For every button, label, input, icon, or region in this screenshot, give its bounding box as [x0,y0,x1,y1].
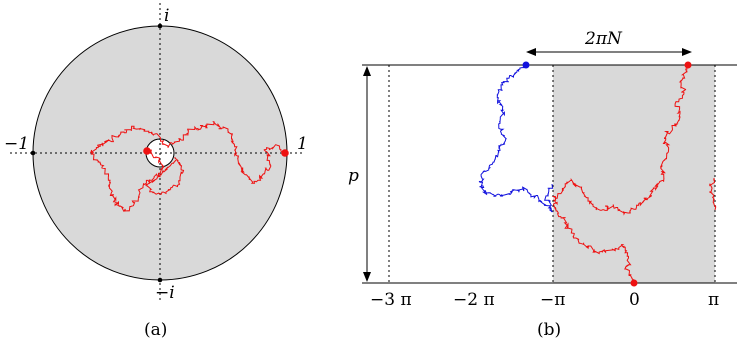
start-point-red [143,147,151,155]
height-arrow-head-top [363,66,371,76]
tick-label-pi: π [708,290,719,310]
panel-b: p 2πN −3 π −2 π −π 0 π (b) [348,29,737,340]
label-minus-i: −i [155,283,175,303]
panel-a: i −i −1 1 (a) [4,3,308,340]
point-bottom [157,277,163,283]
tick-label-minus-pi: −π [540,290,565,310]
fundamental-strip [553,65,715,283]
end-point-red [281,149,289,157]
caption-b: (b) [537,320,561,340]
end-point-red-top [684,61,692,69]
caption-a: (a) [144,320,167,340]
start-point-bottom [630,279,638,287]
label-p: p [348,166,359,186]
label-2piN: 2πN [584,29,623,49]
point-left [30,150,36,156]
lifted-path-red-fragment [709,178,717,211]
tick-label-zero: 0 [629,290,640,310]
tick-label-minus-3pi: −3 π [370,290,412,310]
end-point-blue-top [522,61,530,69]
random-path-right [145,157,185,195]
lifted-path-blue [478,63,554,213]
label-i: i [164,6,169,26]
label-one: 1 [297,134,308,154]
period-arrow-head-right [682,48,692,56]
label-minus-one: −1 [4,134,29,154]
height-arrow-head-bottom [363,272,371,282]
lifted-path-red [551,64,689,284]
random-path-left [90,121,286,212]
tick-label-minus-2pi: −2 π [453,290,495,310]
period-arrow-head-left [526,48,536,56]
point-top [157,23,163,29]
